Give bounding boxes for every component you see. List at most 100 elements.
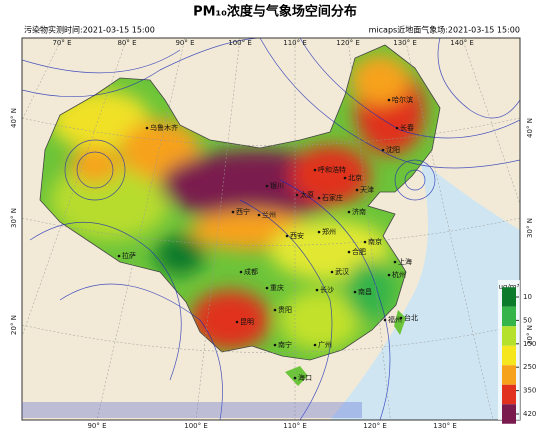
- legend-tick-label: 350: [523, 387, 536, 395]
- lon-label: 110° E: [283, 422, 307, 430]
- lat-label: 30° N: [10, 208, 18, 228]
- legend-swatch: [502, 287, 516, 307]
- lon-label: 90° E: [175, 39, 194, 47]
- right-header: micaps近地面气象场:2021-03-15 15:00: [369, 25, 520, 35]
- legend-tick-label: 420: [523, 410, 536, 418]
- city-label: 太原: [300, 190, 314, 199]
- city-label: 广州: [318, 340, 332, 349]
- legend-swatch: [502, 384, 516, 405]
- legend-swatch: [502, 404, 516, 424]
- meridian: [195, 38, 241, 420]
- parallel: [22, 117, 520, 146]
- city-dot: [265, 286, 269, 290]
- city-label: 济南: [352, 207, 366, 216]
- lat-label: 30° N: [526, 218, 534, 238]
- city-dot: [235, 320, 239, 324]
- lon-label: 120° E: [336, 39, 360, 47]
- legend-tick-label: 50: [523, 316, 532, 324]
- city-label: 贵阳: [278, 305, 292, 314]
- city-label: 武汉: [335, 267, 349, 276]
- city-dot: [381, 148, 385, 152]
- city-label: 重庆: [270, 283, 284, 292]
- city-dot: [363, 240, 367, 244]
- parallel: [22, 324, 520, 353]
- city-label: 台北: [404, 313, 418, 322]
- city-label: 西安: [290, 231, 304, 240]
- title: PM₁₀浓度与气象场空间分布: [193, 4, 357, 20]
- legend-swatch: [502, 326, 516, 346]
- city-dot: [353, 290, 357, 294]
- city-label: 石家庄: [322, 193, 343, 202]
- legend-unit: ug/m³: [499, 283, 520, 291]
- lon-label: 80° E: [117, 39, 136, 47]
- city-dot: [295, 193, 299, 197]
- city-dot: [313, 168, 317, 172]
- city-label: 成都: [244, 267, 258, 276]
- meridian: [96, 38, 186, 420]
- city-dot: [293, 376, 297, 380]
- city-label: 昆明: [240, 318, 254, 326]
- city-dot: [313, 343, 317, 347]
- city-dot: [330, 270, 334, 274]
- city-dot: [315, 288, 319, 292]
- city-label: 北京: [348, 173, 362, 182]
- city-dot: [239, 270, 243, 274]
- city-dot: [343, 176, 347, 180]
- footer-bg: [22, 402, 362, 418]
- legend-tick-label: 10: [523, 293, 532, 301]
- city-label: 西宁: [236, 207, 250, 216]
- city-label: 南昌: [358, 287, 372, 296]
- lon-label: 140° E: [450, 39, 474, 47]
- city-dot: [383, 318, 387, 322]
- border: [39, 44, 441, 361]
- city-label: 拉萨: [122, 251, 136, 260]
- lat-label: 40° N: [526, 118, 534, 138]
- city-label: 银川: [270, 181, 284, 190]
- city-label: 呼和浩特: [318, 165, 346, 174]
- legend-tick-label: 150: [523, 340, 536, 348]
- city-label: 哈尔滨: [392, 95, 413, 104]
- city-dot: [317, 196, 321, 200]
- lon-label: 100° E: [184, 422, 208, 430]
- map: [22, 38, 520, 420]
- city-label: 天津: [360, 186, 374, 194]
- city-dot: [399, 316, 403, 320]
- city-label: 海口: [298, 373, 312, 382]
- lat-label: 40° N: [10, 108, 18, 128]
- city-dot: [393, 260, 397, 264]
- city-label: 长沙: [320, 285, 334, 294]
- city-dot: [395, 126, 399, 130]
- lon-label: 70° E: [52, 39, 71, 47]
- city-label: 沈阳: [386, 145, 400, 154]
- city-dot: [231, 210, 235, 214]
- meridian: [404, 38, 494, 420]
- isobars: [22, 38, 520, 420]
- city-label: 南京: [368, 237, 382, 246]
- city-label: 福州: [388, 315, 402, 324]
- lat-label: 20° N: [10, 315, 18, 335]
- city-dot: [285, 234, 289, 238]
- lon-label: 130° E: [433, 422, 457, 430]
- city-dot: [273, 343, 277, 347]
- legend-swatch: [502, 345, 516, 366]
- city-label: 合肥: [352, 247, 366, 256]
- city-dot: [257, 213, 261, 217]
- legend-swatch: [502, 306, 516, 327]
- legend-swatch: [502, 365, 516, 385]
- city-dot: [347, 210, 351, 214]
- city-label: 兰州: [262, 210, 276, 219]
- graticule: [22, 38, 520, 420]
- meridian: [347, 38, 391, 420]
- left-header: 污染物实测时间:2021-03-15 15:00: [24, 25, 155, 35]
- legend-tick-label: 250: [523, 363, 536, 371]
- map-frame: [21, 37, 521, 421]
- lon-label: 110° E: [283, 39, 307, 47]
- lat-label: 20° N: [526, 325, 534, 345]
- lon-label: 90° E: [87, 422, 106, 430]
- city-label: 郑州: [322, 228, 336, 236]
- city-dot: [355, 188, 359, 192]
- lon-label: 100° E: [228, 39, 252, 47]
- city-dot: [387, 273, 391, 277]
